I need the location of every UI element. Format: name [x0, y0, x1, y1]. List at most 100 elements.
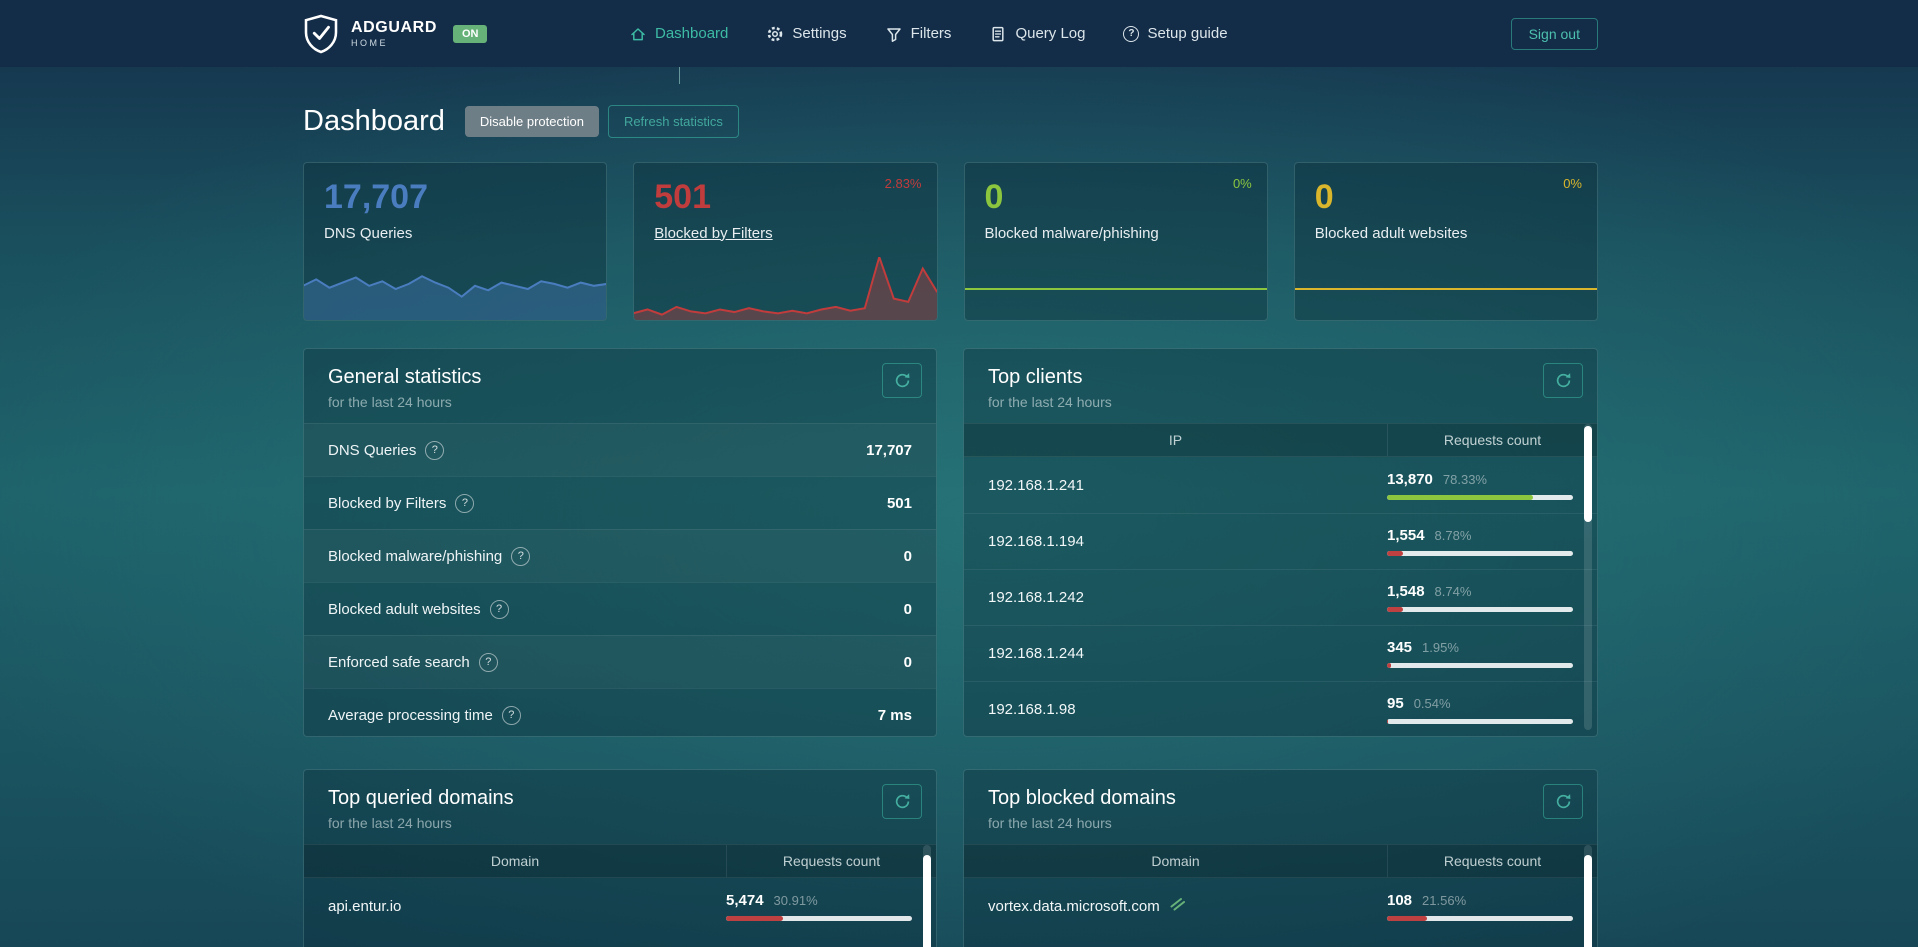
scrollbar-thumb[interactable]	[923, 855, 931, 947]
client-ip: 192.168.1.98	[988, 701, 1076, 718]
refresh-icon	[1556, 373, 1570, 388]
brand: ADGUARD HOME ON	[303, 0, 488, 67]
stat-row-value: 501	[886, 494, 912, 512]
nav-item-dashboard[interactable]: Dashboard	[629, 0, 728, 84]
stat-value: 0	[1314, 178, 1334, 216]
requests-percent: 30.91%	[773, 892, 818, 908]
requests-count: 5,474	[726, 891, 764, 909]
stat-row-label: DNS Queries	[328, 441, 417, 459]
scrollbar[interactable]	[1584, 424, 1592, 730]
stat-label: Blocked adult websites	[1314, 224, 1468, 242]
brand-name: ADGUARD	[351, 18, 437, 36]
stat-card-blocked-malware-phishing: 0% 0 Blocked malware/phishing	[963, 162, 1268, 321]
scrollbar[interactable]	[923, 845, 931, 947]
progress-bar	[726, 915, 912, 921]
stat-card-blocked-adult-websites: 0% 0 Blocked adult websites	[1293, 162, 1598, 321]
question-icon: ?	[1123, 25, 1140, 42]
refresh-icon	[895, 373, 909, 388]
refresh-card-button[interactable]	[1543, 363, 1583, 398]
sparkline-chart	[964, 257, 1268, 321]
requests-percent: 21.56%	[1422, 892, 1467, 908]
requests-percent: 1.95%	[1422, 640, 1459, 655]
refresh-card-button[interactable]	[1543, 784, 1583, 819]
nav-item-query-log[interactable]: Query Log	[989, 0, 1085, 67]
requests-count: 345	[1387, 639, 1413, 656]
stat-row-label: Blocked by Filters	[328, 494, 447, 512]
help-icon[interactable]: ?	[511, 546, 531, 566]
page-title: Dashboard	[303, 105, 445, 137]
card-subtitle: for the last 24 hours	[328, 815, 452, 831]
scrollbar-thumb[interactable]	[1584, 426, 1592, 522]
stat-row-value: 17,707	[866, 441, 912, 459]
card-title: General statistics	[328, 366, 482, 388]
help-icon[interactable]: ?	[489, 599, 509, 619]
top-blocked-domains-table: Domain Requests count vortex.data.microsof…	[964, 844, 1597, 934]
help-icon[interactable]: ?	[501, 705, 521, 725]
table-header: IP Requests count	[964, 423, 1597, 457]
brand-text: ADGUARD HOME	[351, 18, 437, 48]
column-header-domain: Domain	[490, 853, 540, 869]
progress-bar-fill	[1387, 494, 1533, 500]
progress-bar	[1387, 663, 1573, 668]
nav-item-filters[interactable]: Filters	[885, 0, 952, 67]
nav-item-setup-guide[interactable]: ? Setup guide	[1123, 0, 1228, 67]
sign-out-button[interactable]: Sign out	[1510, 17, 1598, 50]
scrollbar-thumb[interactable]	[1584, 855, 1592, 947]
nav-item-label: Settings	[792, 25, 847, 42]
stat-label[interactable]: Blocked by Filters	[654, 224, 773, 242]
stat-row-label: Blocked malware/phishing	[328, 547, 503, 565]
column-header-requests-count: Requests count	[1387, 845, 1597, 877]
table-row: 192.168.1.242 1,548 8.74%	[964, 569, 1597, 625]
requests-percent: 8.74%	[1434, 584, 1472, 599]
stat-label: Blocked malware/phishing	[984, 224, 1159, 242]
table-header: Domain Requests count	[964, 844, 1597, 878]
card-title: Top clients	[988, 366, 1083, 388]
nav-item-settings[interactable]: Settings	[766, 0, 847, 67]
requests-count-cell: 108 21.56%	[1387, 892, 1573, 921]
disable-protection-button[interactable]: Disable protection	[464, 106, 599, 137]
stat-value: 17,707	[324, 178, 428, 216]
stat-row-blocked-adult-websites: Blocked adult websites? 0	[304, 582, 936, 635]
client-ip: 192.168.1.244	[988, 645, 1084, 662]
requests-percent: 78.33%	[1442, 471, 1487, 487]
requests-percent: 0.54%	[1413, 696, 1451, 711]
client-ip: 192.168.1.194	[988, 533, 1084, 550]
stat-value: 0	[984, 178, 1004, 216]
sparkline-chart	[634, 257, 937, 320]
requests-count-cell: 1,554 8.78%	[1387, 527, 1573, 556]
scrollbar[interactable]	[1584, 845, 1592, 947]
refresh-icon	[895, 794, 909, 809]
progress-bar	[1387, 551, 1573, 556]
table-row: 192.168.1.98 95 0.54%	[964, 681, 1597, 736]
stat-card-blocked-by-filters: 2.83% 501 Blocked by Filters	[633, 162, 938, 321]
help-icon[interactable]: ?	[455, 493, 475, 513]
nav-item-label: Query Log	[1015, 25, 1086, 42]
column-header-ip: IP	[1168, 432, 1183, 448]
domain-name: api.entur.io	[328, 897, 402, 915]
home-icon	[629, 25, 647, 43]
refresh-statistics-button[interactable]: Refresh statistics	[607, 105, 739, 138]
general-statistics-card: General statistics for the last 24 hours…	[303, 348, 937, 737]
stat-row-average-processing-time: Average processing time? 7 ms	[304, 688, 936, 736]
stat-row-value: 7 ms	[877, 706, 912, 724]
table-row: 192.168.1.244 345 1.95%	[964, 625, 1597, 681]
card-subtitle: for the last 24 hours	[988, 815, 1112, 831]
tracker-icon	[1169, 896, 1185, 916]
card-subtitle: for the last 24 hours	[328, 394, 452, 410]
domain-name: vortex.data.microsoft.com	[988, 897, 1160, 915]
client-ip: 192.168.1.241	[988, 476, 1084, 494]
doc-icon	[989, 25, 1007, 43]
help-icon[interactable]: ?	[425, 440, 445, 460]
help-icon[interactable]: ?	[478, 652, 498, 672]
nav-menu: Dashboard Settings Filters Query Log ? Setup …	[629, 0, 1228, 84]
requests-count-cell: 345 1.95%	[1387, 639, 1573, 668]
adguard-shield-icon	[303, 14, 339, 54]
navbar: ADGUARD HOME ON Dashboard Settings Filters…	[0, 0, 1918, 84]
refresh-card-button[interactable]	[882, 363, 922, 398]
stat-percent: 0%	[1563, 176, 1582, 191]
nav-item-label: Filters	[910, 25, 952, 42]
progress-bar	[1387, 915, 1573, 921]
stat-percent: 0%	[1232, 176, 1252, 191]
refresh-card-button[interactable]	[882, 784, 922, 819]
card-title: Top queried domains	[328, 787, 514, 809]
